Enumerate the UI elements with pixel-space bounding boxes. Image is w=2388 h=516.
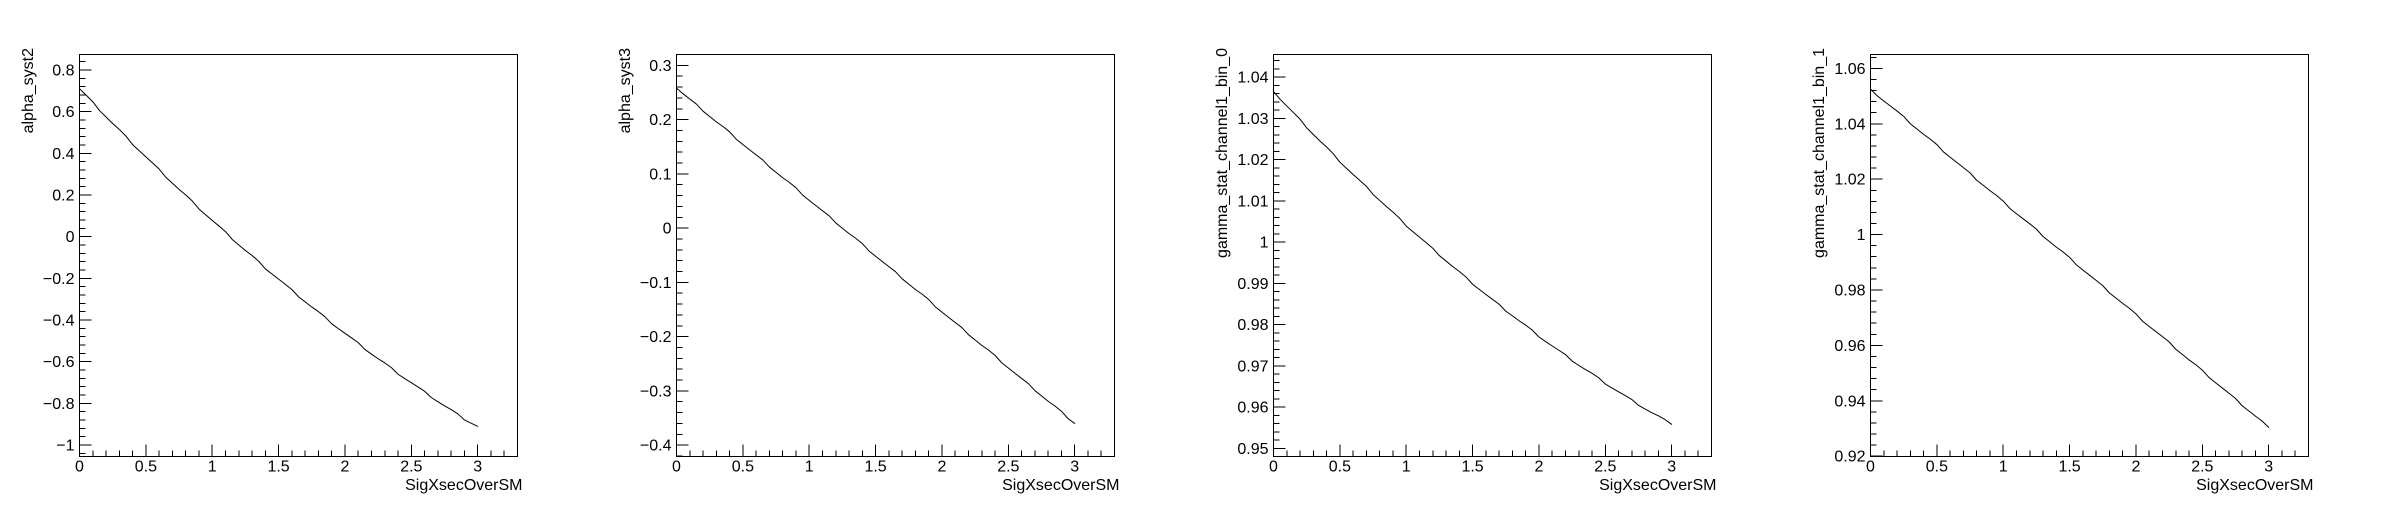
- plot-panel-gamma-stat-channel1-bin-0: 0 0.5 1 1.5 2 2.5 3 1.04 1.03 1.02 1.01 1 0.99 0.98 0.…: [1194, 0, 1791, 516]
- y-tick-label: −0.8: [43, 396, 75, 413]
- x-tick-label: 3: [1667, 459, 1676, 476]
- y-tick-label: 1.04: [1237, 70, 1268, 87]
- plot-frame: [1273, 54, 1712, 457]
- y-tick-label: −0.3: [640, 383, 672, 400]
- y-tick-label: 1.01: [1237, 193, 1268, 210]
- x-tick-label: 1.5: [267, 459, 289, 476]
- y-tick-label: 0.96: [1237, 400, 1268, 417]
- y-tick-label: 0: [66, 229, 75, 246]
- y-tick-label: 0.6: [52, 104, 74, 121]
- y-axis-title: alpha_syst2: [20, 48, 37, 133]
- x-tick-label: 1: [208, 459, 217, 476]
- x-tick-label: 2.5: [997, 459, 1019, 476]
- axis-ticks: [676, 54, 1115, 457]
- y-tick-label: 0.8: [52, 62, 74, 79]
- plot-panel-alpha-syst2: 0 0.5 1 1.5 2 2.5 3 0.8 0.6 0.4 0.2 0 −0.2 −0.4 −0.6 −0…: [0, 0, 597, 516]
- axis-ticks: [1870, 56, 2309, 457]
- x-tick-label: 2: [938, 459, 947, 476]
- y-tick-label: −0.4: [640, 438, 672, 455]
- chart-gamma-stat-channel1-bin-0: 0 0.5 1 1.5 2 2.5 3 1.04 1.03 1.02 1.01 1 0.99 0.98 0.…: [1214, 48, 1717, 494]
- plot-panel-alpha-syst3: 0 0.5 1 1.5 2 2.5 3 0.3 0.2 0.1 0 −0.1 −0.2 −0.3 −0.4 S…: [597, 0, 1194, 516]
- x-tick-label: 0.5: [135, 459, 157, 476]
- y-axis-title: alpha_syst3: [617, 48, 634, 133]
- y-tick-label: 0.2: [649, 112, 671, 129]
- axis-ticks: [79, 61, 518, 457]
- x-tick-label: 0: [75, 459, 84, 476]
- y-tick-label: 0.92: [1834, 449, 1865, 466]
- x-axis-title: SigXsecOverSM: [405, 477, 522, 494]
- x-tick-label: 1.5: [1461, 459, 1483, 476]
- x-tick-label: 1.5: [864, 459, 886, 476]
- x-tick-label: 0: [1269, 459, 1278, 476]
- x-axis-title: SigXsecOverSM: [2196, 477, 2313, 494]
- y-tick-label: 0.94: [1834, 393, 1865, 410]
- y-tick-label: 0.98: [1834, 282, 1865, 299]
- y-tick-label: −0.4: [43, 312, 75, 329]
- y-tick-label: 1: [1260, 235, 1269, 252]
- y-tick-label: 1.04: [1834, 116, 1865, 133]
- x-axis-title: SigXsecOverSM: [1002, 477, 1119, 494]
- scan-curve: [79, 88, 479, 427]
- y-tick-label: 0.4: [52, 146, 74, 163]
- axis-tick-labels: 0 0.5 1 1.5 2 2.5 3 1.06 1.04 1.02 1 0.98 0.96 0.94 0.…: [1834, 61, 2273, 476]
- x-tick-label: 3: [1070, 459, 1079, 476]
- y-tick-label: −0.6: [43, 354, 75, 371]
- x-tick-label: 1: [1402, 459, 1411, 476]
- x-tick-label: 0: [1866, 459, 1875, 476]
- chart-alpha-syst3: 0 0.5 1 1.5 2 2.5 3 0.3 0.2 0.1 0 −0.1 −0.2 −0.3 −0.4 S…: [617, 48, 1120, 494]
- x-tick-label: 1.5: [2058, 459, 2080, 476]
- axis-ticks: [1273, 60, 1712, 457]
- y-tick-label: −0.1: [640, 275, 672, 292]
- x-tick-label: 0.5: [732, 459, 754, 476]
- x-tick-label: 2.5: [400, 459, 422, 476]
- plot-frame: [676, 54, 1115, 457]
- x-tick-label: 1: [1999, 459, 2008, 476]
- y-tick-label: 0.95: [1237, 441, 1268, 458]
- chart-alpha-syst2: 0 0.5 1 1.5 2 2.5 3 0.8 0.6 0.4 0.2 0 −0.2 −0.4 −0.6 −0…: [20, 48, 523, 494]
- x-tick-label: 2: [341, 459, 350, 476]
- x-tick-label: 3: [2264, 459, 2273, 476]
- y-tick-label: −1: [56, 438, 74, 455]
- x-tick-label: 2: [1535, 459, 1544, 476]
- y-tick-label: 0.2: [52, 187, 74, 204]
- plot-panel-gamma-stat-channel1-bin-1: 0 0.5 1 1.5 2 2.5 3 1.06 1.04 1.02 1 0.98 0.96 0.94 0.…: [1791, 0, 2388, 516]
- y-tick-label: −0.2: [640, 329, 672, 346]
- y-tick-label: 0.3: [649, 58, 671, 75]
- scan-curve: [1273, 91, 1673, 425]
- y-tick-label: 0.97: [1237, 358, 1268, 375]
- y-tick-label: 1.02: [1237, 152, 1268, 169]
- x-tick-label: 0: [672, 459, 681, 476]
- axis-tick-labels: 0 0.5 1 1.5 2 2.5 3 0.8 0.6 0.4 0.2 0 −0.2 −0.4 −0.6 −0…: [43, 62, 482, 475]
- chart-gamma-stat-channel1-bin-1: 0 0.5 1 1.5 2 2.5 3 1.06 1.04 1.02 1 0.98 0.96 0.94 0.…: [1811, 48, 2314, 494]
- x-axis-title: SigXsecOverSM: [1599, 477, 1716, 494]
- y-tick-label: 1.06: [1834, 61, 1865, 78]
- x-tick-label: 2.5: [1594, 459, 1616, 476]
- x-tick-label: 2: [2132, 459, 2141, 476]
- y-tick-label: 1.03: [1237, 111, 1268, 128]
- x-tick-label: 3: [473, 459, 482, 476]
- y-tick-label: 0: [663, 221, 672, 238]
- y-axis-title: gamma_stat_channel1_bin_1: [1811, 48, 1828, 258]
- scan-curve: [676, 87, 1076, 424]
- y-axis-title: gamma_stat_channel1_bin_0: [1214, 48, 1231, 258]
- plot-frame: [79, 54, 518, 457]
- scan-curve: [1870, 88, 2270, 428]
- y-tick-label: 0.1: [649, 166, 671, 183]
- x-tick-label: 2.5: [2191, 459, 2213, 476]
- axis-tick-labels: 0 0.5 1 1.5 2 2.5 3 1.04 1.03 1.02 1.01 1 0.99 0.98 0.…: [1237, 70, 1676, 476]
- x-tick-label: 1: [805, 459, 814, 476]
- y-tick-label: 0.99: [1237, 276, 1268, 293]
- y-tick-label: 0.98: [1237, 317, 1268, 334]
- x-tick-label: 0.5: [1926, 459, 1948, 476]
- plot-frame: [1870, 54, 2309, 457]
- axis-tick-labels: 0 0.5 1 1.5 2 2.5 3 0.3 0.2 0.1 0 −0.1 −0.2 −0.3 −0.4: [640, 58, 1079, 476]
- x-tick-label: 0.5: [1329, 459, 1351, 476]
- y-tick-label: −0.2: [43, 271, 75, 288]
- y-tick-label: 0.96: [1834, 338, 1865, 355]
- y-tick-label: 1.02: [1834, 172, 1865, 189]
- y-tick-label: 1: [1857, 227, 1866, 244]
